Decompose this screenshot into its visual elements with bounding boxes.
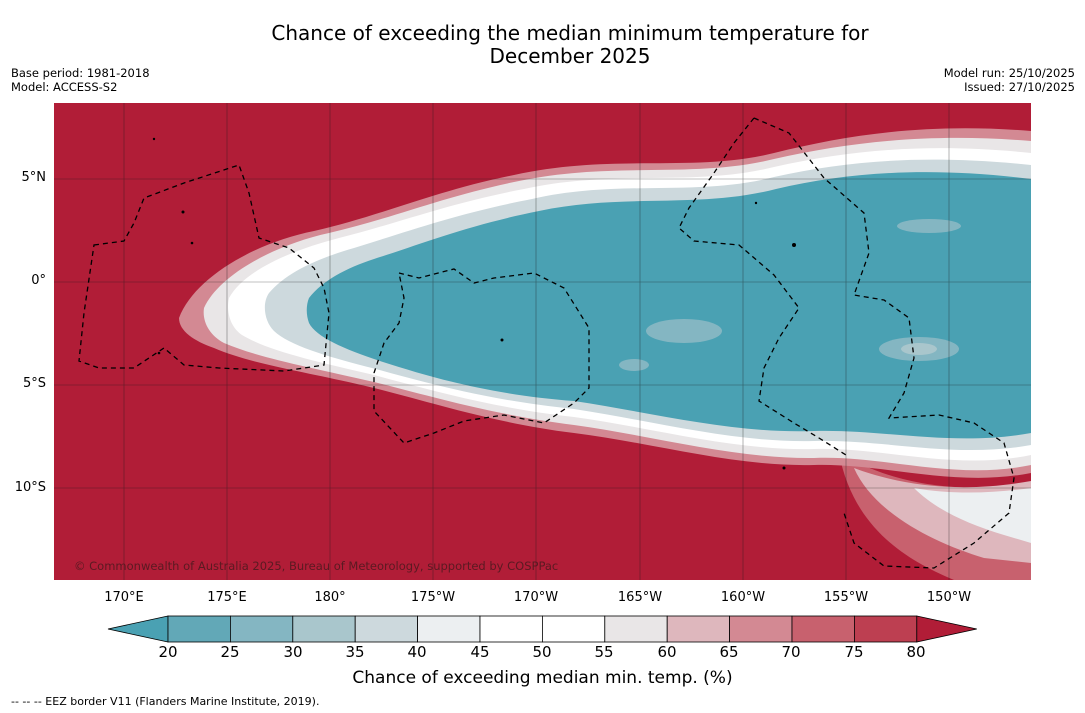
cb-tick-35: 35 [345, 643, 365, 661]
meta-right: Model run: 25/10/2025 Issued: 27/10/2025 [944, 66, 1075, 94]
colorbar-segment-30-35 [292, 615, 356, 643]
colorbar-segment-45-50 [479, 615, 543, 643]
inner-patch-3 [901, 343, 937, 355]
inner-patch-4 [897, 219, 961, 233]
eez-kiribati-gilberts [78, 164, 330, 372]
graticule [54, 103, 1031, 580]
colorbar-under-arrow [107, 615, 169, 643]
colorbar-segment-25-30 [230, 615, 294, 643]
eez-tokelau-phoenix [373, 268, 590, 444]
cb-tick-30: 30 [283, 643, 303, 661]
lon-label-155w: 155°W [823, 590, 869, 605]
lon-label-170w: 170°W [513, 590, 559, 605]
cb-tick-25: 25 [220, 643, 240, 661]
lat-label-0: 0° [31, 273, 46, 288]
colorbar-segment-35-40 [354, 615, 418, 643]
island-6 [754, 201, 758, 205]
warm-patch-southeast-3 [914, 488, 1031, 543]
cb-tick-80: 80 [906, 643, 926, 661]
forecast-map: © Commonwealth of Australia 2025, Bureau… [54, 103, 1031, 580]
lon-label-180: 180° [314, 590, 346, 605]
islands [152, 137, 796, 470]
title-line-1: Chance of exceeding the median minimum t… [271, 21, 869, 45]
cb-tick-20: 20 [158, 643, 178, 661]
map-title: Chance of exceeding the median minimum t… [160, 22, 980, 68]
island-5 [782, 466, 786, 470]
lon-label-175w: 175°W [410, 590, 456, 605]
island-7 [152, 137, 156, 141]
cb-tick-40: 40 [407, 643, 427, 661]
island-8 [157, 351, 161, 355]
eez-line-islands-north [753, 117, 1015, 569]
lon-label-170e: 170°E [104, 590, 144, 605]
eez-legend-note: -- -- -- EEZ border V11 (Flanders Marine… [11, 695, 320, 708]
colorbar [107, 615, 977, 643]
cb-tick-60: 60 [657, 643, 677, 661]
meta-left: Base period: 1981-2018 Model: ACCESS-S2 [11, 66, 150, 94]
colorbar-segment-70-75 [791, 615, 855, 643]
cb-tick-50: 50 [532, 643, 552, 661]
island-4 [792, 243, 796, 247]
cb-tick-75: 75 [844, 643, 864, 661]
warm-patch-southeast-2 [854, 468, 1031, 563]
lon-label-150w: 150°W [926, 590, 972, 605]
colorbar-segment-55-60 [604, 615, 668, 643]
colorbar-segment-50-55 [541, 615, 606, 643]
colorbar-over-arrow [916, 615, 977, 643]
model-run: Model run: 25/10/2025 [943, 66, 1075, 80]
colorbar-label: Chance of exceeding median min. temp. (%… [352, 668, 733, 688]
inner-patch-1 [646, 319, 722, 343]
lon-label-160w: 160°W [720, 590, 766, 605]
cb-tick-55: 55 [594, 643, 614, 661]
colorbar-segment-75-80 [854, 615, 918, 643]
cb-tick-65: 65 [719, 643, 739, 661]
model-name: Model: ACCESS-S2 [11, 80, 118, 94]
colorbar-segment-40-45 [417, 615, 481, 643]
cb-tick-70: 70 [781, 643, 801, 661]
colorbar-segment-20-25 [167, 615, 231, 643]
lat-label-5s: 5°S [22, 376, 46, 391]
island-3 [500, 338, 504, 342]
base-period: Base period: 1981-2018 [11, 66, 150, 80]
title-line-2: December 2025 [489, 44, 651, 68]
lon-label-165w: 165°W [617, 590, 663, 605]
eez-borders [78, 117, 1015, 569]
lat-label-5n: 5°N [21, 170, 47, 185]
map-copyright: © Commonwealth of Australia 2025, Bureau… [74, 559, 559, 573]
issued-date: Issued: 27/10/2025 [964, 80, 1075, 94]
eez-line-islands-west [678, 117, 847, 456]
lon-label-175e: 175°E [207, 590, 247, 605]
island-1 [181, 210, 185, 214]
map-canvas [54, 103, 1031, 580]
island-2 [190, 241, 194, 245]
colorbar-segment-65-70 [729, 615, 793, 643]
cool-tongue-core [306, 172, 1031, 439]
colorbar-segment-60-65 [666, 615, 731, 643]
cb-tick-45: 45 [470, 643, 490, 661]
inner-patch-5 [619, 359, 649, 371]
lat-label-10s: 10°S [14, 480, 46, 495]
